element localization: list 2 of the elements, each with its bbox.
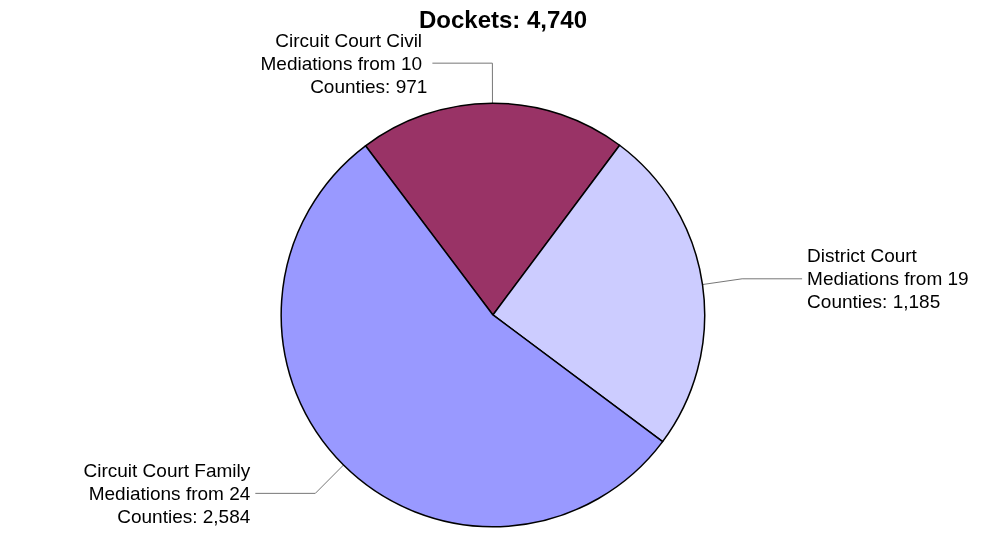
- slice-label: District Court Mediations from 19 Counties: 1,185: [807, 245, 974, 313]
- slice-label: Circuit Court Family Mediations from 24 Counties: 2,584: [83, 459, 251, 527]
